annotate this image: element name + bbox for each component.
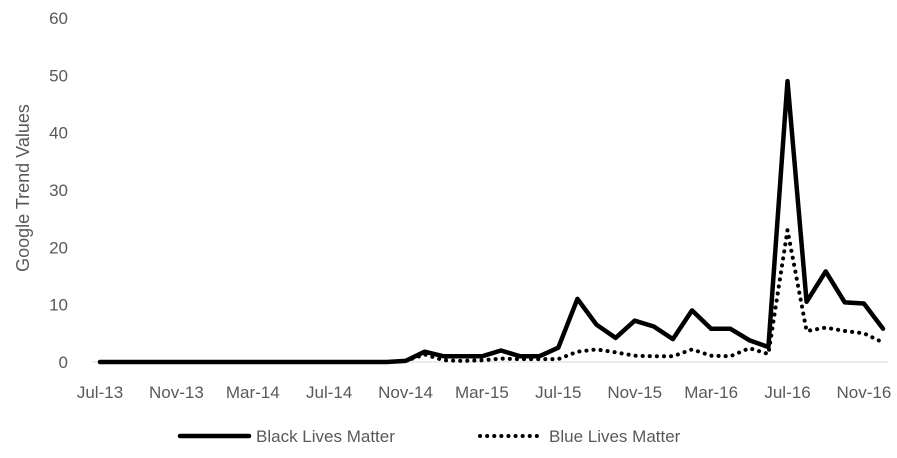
series-line-blue-lives-matter [98,228,885,364]
y-tick-label: 60 [49,9,68,28]
legend: Black Lives Matter Blue Lives Matter [177,427,681,446]
x-tick-label: Jul-13 [77,383,123,402]
y-axis-title-group: Google Trend Values [13,104,33,272]
series-line-black-lives-matter [97,78,886,365]
x-tick-label: Nov-15 [607,383,662,402]
x-tick-label: Nov-16 [836,383,891,402]
legend-label: Black Lives Matter [256,427,395,446]
x-tick-label: Mar-14 [226,383,280,402]
x-tick-label: Mar-16 [684,383,738,402]
x-tick-label: Nov-14 [378,383,433,402]
x-tick-label: Jul-14 [306,383,352,402]
series-group [97,78,886,365]
y-axis-ticks: 0 10 20 30 40 50 60 [49,9,68,372]
x-tick-label: Jul-15 [535,383,581,402]
legend-label: Blue Lives Matter [549,427,681,446]
x-tick-label: Jul-16 [764,383,810,402]
y-tick-label: 10 [49,296,68,315]
y-tick-label: 50 [49,66,68,85]
y-axis-title: Google Trend Values [13,104,33,272]
y-tick-label: 20 [49,238,68,257]
x-tick-label: Mar-15 [455,383,509,402]
y-tick-label: 0 [59,353,68,372]
x-tick-label: Nov-13 [149,383,204,402]
x-axis-ticks: Jul-13 Nov-13 Mar-14 Jul-14 Nov-14 Mar-15 Jul-… [77,383,891,402]
y-tick-label: 40 [49,124,68,143]
y-tick-label: 30 [49,181,68,200]
